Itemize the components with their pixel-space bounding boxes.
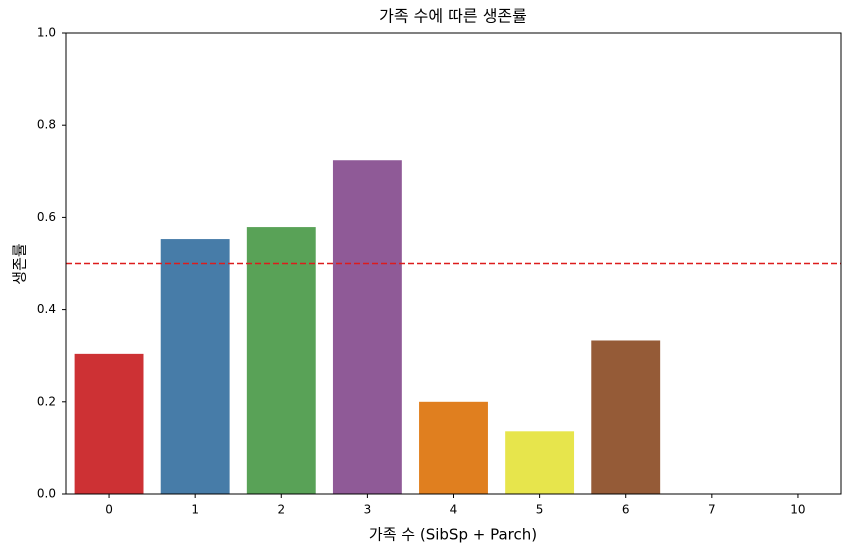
bar xyxy=(74,353,144,494)
plot-frame xyxy=(65,32,842,495)
y-tick-label: 0.4 xyxy=(37,302,56,316)
x-axis-label: 가족 수 (SibSp + Parch) xyxy=(369,526,537,544)
y-tick-label: 0.8 xyxy=(37,118,56,132)
bar xyxy=(505,431,575,494)
x-tick-label: 2 xyxy=(277,503,285,517)
y-tick-label: 0.6 xyxy=(37,210,56,224)
bar xyxy=(246,227,316,494)
y-tick-label: 0.2 xyxy=(37,394,56,408)
chart-title: 가족 수에 따른 생존률 xyxy=(379,7,527,26)
bar xyxy=(591,340,661,494)
bar xyxy=(160,239,230,494)
x-tick-label: 4 xyxy=(450,503,458,517)
y-axis-label: 생존률 xyxy=(11,243,29,285)
x-tick-label: 5 xyxy=(536,503,544,517)
x-tick-label: 0 xyxy=(105,503,113,517)
x-tick-label: 7 xyxy=(708,503,716,517)
x-tick-label: 6 xyxy=(622,503,630,517)
y-tick-label: 0.0 xyxy=(37,487,56,501)
x-tick-label: 1 xyxy=(191,503,199,517)
x-tick-label: 3 xyxy=(364,503,372,517)
x-tick-label: 10 xyxy=(790,503,805,517)
y-tick-label: 1.0 xyxy=(37,26,56,40)
bar xyxy=(332,160,402,494)
bar xyxy=(419,401,488,494)
